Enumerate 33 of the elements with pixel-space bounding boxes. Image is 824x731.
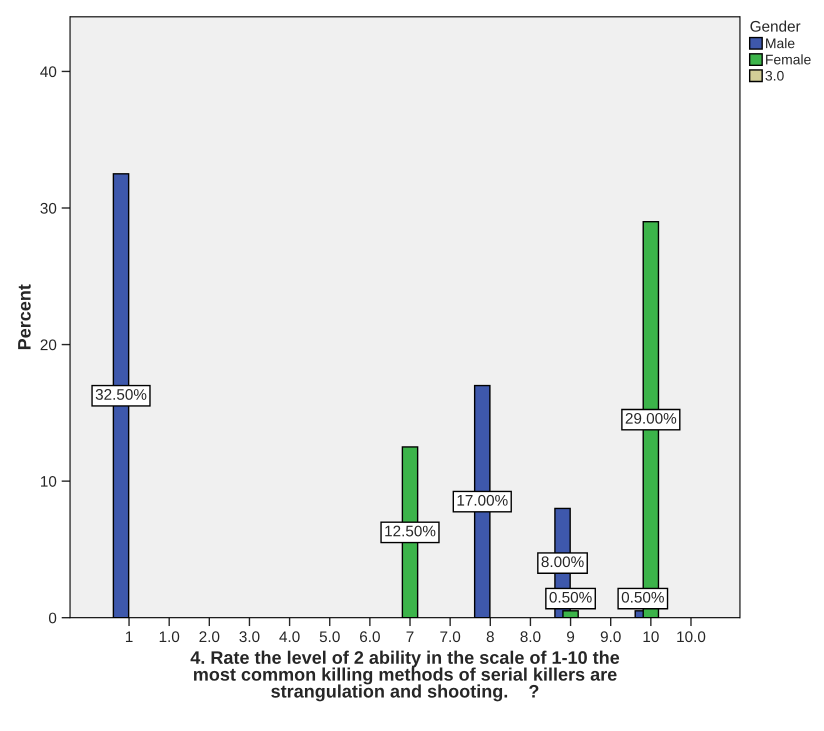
legend-label: Female [766,54,811,64]
x-tick-label: 1 [126,631,133,642]
y-axis-title: Percent [18,284,31,350]
x-tick-label: 5.0 [320,631,340,642]
x-tick-label: 9.0 [600,631,621,642]
x-tick-label: 2.0 [199,631,220,642]
x-tick-label: 3.0 [239,631,260,642]
legend-title: Gender [750,20,800,32]
data-label: 12.50% [385,526,436,536]
data-label: 0.50% [622,592,664,603]
x-axis-title: 4. Rate the level of 2 ability in the scale of 1-10 the most common killing methods of serial killers are strangulation and shooting. ? [190,650,620,702]
x-tick-label: 6.0 [360,631,380,642]
legend-label: Male [766,38,794,48]
y-tick-label: 40 [40,66,56,78]
data-label: 32.50% [96,389,146,400]
x-tick-label: 7.0 [440,631,460,642]
y-tick-label: 30 [40,202,56,214]
x-tick-label: 10 [644,631,659,642]
data-label: 8.00% [542,556,584,568]
x-tick-label: 9 [567,631,574,642]
y-tick-label: 0 [48,612,56,624]
x-tick-label: 8.0 [520,631,540,642]
legend-label: 3.0 [765,70,784,81]
x-tick-label: 10.0 [677,631,706,642]
x-tick-label: 1.0 [160,631,180,642]
y-tick-label: 20 [40,339,56,350]
x-tick-label: 4.0 [279,631,300,642]
data-label: 0.50% [550,592,592,603]
x-tick-label: 8 [486,631,494,642]
data-label: 17.00% [458,494,508,506]
y-tick-label: 10 [41,476,56,487]
data-label: 29.00% [626,412,676,424]
x-tick-label: 7 [406,631,414,642]
